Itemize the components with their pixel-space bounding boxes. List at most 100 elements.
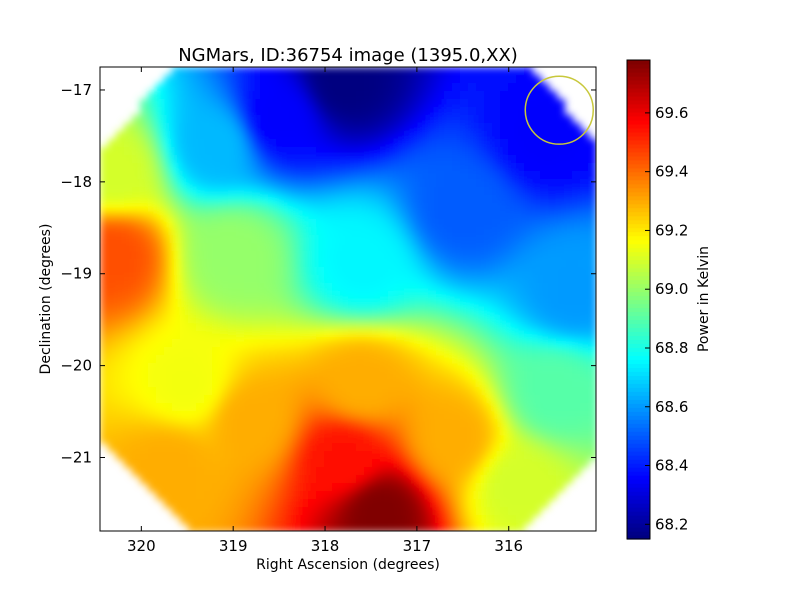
heatmap-cell: [388, 107, 397, 116]
heatmap-cell: [100, 219, 109, 228]
heatmap-cell: [156, 179, 165, 188]
heatmap-cell: [476, 115, 485, 124]
heatmap-cell: [564, 451, 573, 460]
heatmap-cell: [436, 275, 445, 284]
heatmap-cell: [492, 395, 501, 404]
heatmap-cell: [236, 475, 245, 484]
heatmap-cell: [204, 67, 213, 76]
heatmap-cell: [308, 443, 317, 452]
heatmap-cell: [244, 139, 253, 148]
heatmap-cell: [468, 299, 477, 308]
heatmap-cell: [564, 339, 573, 348]
heatmap-cell: [148, 251, 157, 260]
heatmap-cell: [444, 163, 453, 172]
heatmap-cell: [524, 259, 533, 268]
heatmap-cell: [148, 203, 157, 212]
heatmap-cell: [476, 475, 485, 484]
heatmap-cell: [548, 315, 557, 324]
heatmap-cell: [324, 379, 333, 388]
heatmap-cell: [580, 267, 589, 276]
heatmap-cell: [476, 443, 485, 452]
heatmap-cell: [460, 275, 469, 284]
heatmap-cell: [428, 451, 437, 460]
heatmap-cell: [460, 507, 469, 516]
heatmap-cell: [524, 499, 533, 508]
heatmap-cell: [348, 267, 357, 276]
heatmap-cell: [268, 499, 277, 508]
heatmap-cell: [348, 235, 357, 244]
heatmap-cell: [484, 275, 493, 284]
heatmap-cell: [524, 107, 533, 116]
heatmap-cell: [436, 171, 445, 180]
heatmap-cell: [532, 419, 541, 428]
heatmap-cell: [484, 379, 493, 388]
heatmap-cell: [364, 475, 373, 484]
plot-frame: [99, 66, 597, 532]
heatmap-cell: [332, 243, 341, 252]
heatmap-cell: [180, 291, 189, 300]
heatmap-cell: [228, 315, 237, 324]
heatmap-cell: [220, 251, 229, 260]
heatmap-cell: [188, 363, 197, 372]
heatmap-cell: [588, 219, 596, 228]
heatmap-cell: [164, 147, 173, 156]
heatmap-cell: [380, 499, 389, 508]
heatmap-cell: [284, 179, 293, 188]
heatmap-cell: [292, 475, 301, 484]
heatmap-cell: [244, 67, 253, 76]
heatmap-cell: [148, 115, 157, 124]
heatmap-cell: [508, 83, 517, 92]
heatmap-cell: [180, 403, 189, 412]
heatmap-cell: [476, 131, 485, 140]
heatmap-cell: [580, 371, 589, 380]
heatmap-cell: [588, 443, 596, 452]
heatmap-cell: [388, 147, 397, 156]
heatmap-cell: [556, 371, 565, 380]
heatmap-cell: [188, 187, 197, 196]
heatmap-cell: [356, 227, 365, 236]
heatmap-cell: [116, 179, 125, 188]
colorbar-segment: [627, 251, 650, 257]
heatmap-cell: [484, 259, 493, 268]
heatmap-cell: [276, 331, 285, 340]
heatmap-cell: [396, 147, 405, 156]
heatmap-cell: [404, 387, 413, 396]
heatmap-cell: [364, 107, 373, 116]
heatmap-cell: [444, 331, 453, 340]
heatmap-cell: [380, 507, 389, 516]
heatmap-cell: [444, 323, 453, 332]
heatmap-cell: [108, 387, 117, 396]
heatmap-cell: [204, 387, 213, 396]
heatmap-cell: [556, 339, 565, 348]
heatmap-cell: [140, 227, 149, 236]
heatmap-cell: [124, 387, 133, 396]
heatmap-cell: [244, 195, 253, 204]
heatmap-cell: [220, 451, 229, 460]
heatmap-cell: [372, 483, 381, 492]
heatmap-cell: [572, 451, 581, 460]
heatmap-cell: [324, 523, 333, 531]
heatmap-cell: [516, 291, 525, 300]
heatmap-cell: [100, 203, 109, 212]
heatmap-cell: [476, 75, 485, 84]
heatmap-cell: [436, 483, 445, 492]
heatmap-cell: [388, 331, 397, 340]
heatmap-cell: [316, 155, 325, 164]
heatmap-cell: [348, 283, 357, 292]
heatmap-cell: [292, 283, 301, 292]
heatmap-cell: [340, 419, 349, 428]
heatmap-cell: [252, 131, 261, 140]
heatmap-cell: [564, 459, 573, 468]
heatmap-cell: [108, 395, 117, 404]
heatmap-cell: [452, 483, 461, 492]
heatmap-cell: [260, 243, 269, 252]
heatmap-cell: [524, 195, 533, 204]
heatmap-cell: [548, 379, 557, 388]
heatmap-cell: [516, 347, 525, 356]
heatmap-cell: [124, 291, 133, 300]
colorbar-segment: [627, 287, 650, 293]
heatmap-cell: [572, 411, 581, 420]
heatmap-cell: [204, 483, 213, 492]
heatmap-cell: [404, 67, 413, 76]
heatmap-cell: [188, 347, 197, 356]
